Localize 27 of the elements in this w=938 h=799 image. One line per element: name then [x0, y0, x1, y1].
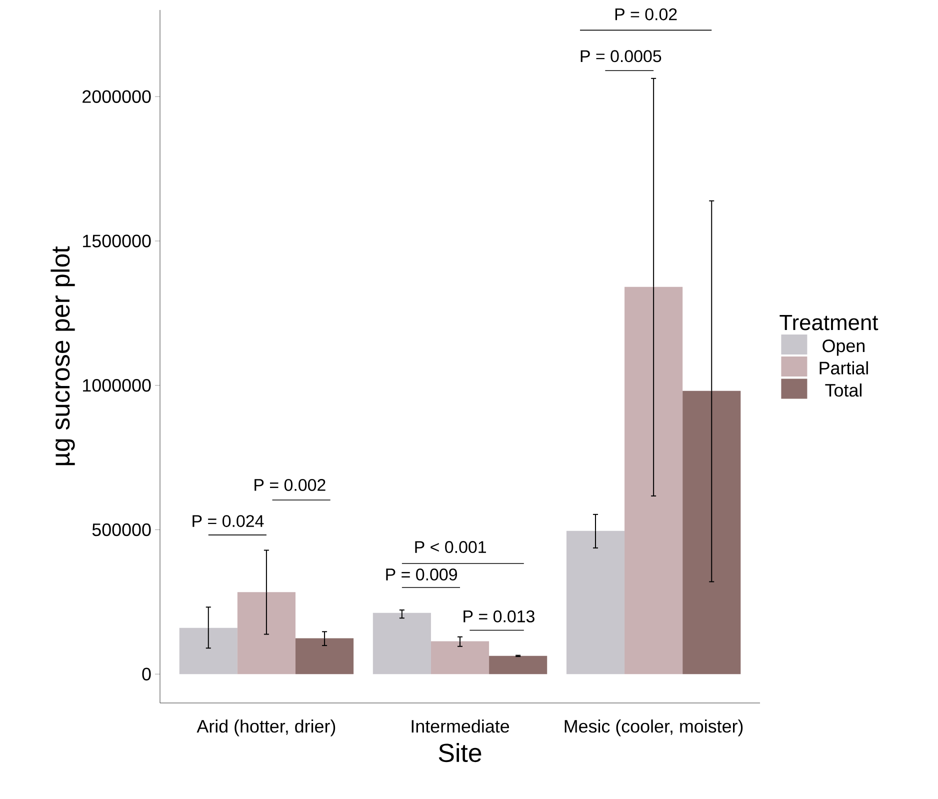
x-axis-title: Site: [438, 743, 482, 762]
bar: [372, 612, 431, 674]
legend-label: Total: [825, 384, 862, 397]
legend-title: Treatment: [780, 314, 878, 330]
annotation: P = 0.02: [615, 8, 677, 20]
bar: [566, 530, 625, 674]
bar: [295, 638, 354, 674]
y-tick-label: 1000000: [83, 379, 151, 392]
bar: [179, 628, 238, 674]
y-axis-title: µg sucrose per plot: [50, 246, 75, 466]
legend-label: Partial: [820, 361, 868, 374]
annotation: P < 0.001: [415, 541, 486, 554]
y-tick-label: 1500000: [83, 234, 151, 248]
annotation: P = 0.013: [464, 610, 534, 622]
bar: [489, 656, 548, 674]
y-tick-label: 2000000: [82, 90, 151, 103]
bar: [430, 641, 490, 674]
annotation: P = 0.0005: [580, 50, 662, 62]
x-tick-label: Mesic (cooler, moister): [564, 720, 743, 736]
x-tick-label: Intermediate: [412, 720, 510, 733]
annotation: P = 0.024: [192, 515, 264, 528]
legend-label: Open: [822, 340, 864, 356]
y-tick-label: 0: [142, 668, 151, 680]
y-tick-label: 500000: [92, 523, 151, 536]
annotation: P = 0.009: [386, 568, 457, 580]
annotation: P = 0.002: [254, 478, 326, 491]
x-tick-label: Arid (hotter, drier): [196, 720, 336, 736]
